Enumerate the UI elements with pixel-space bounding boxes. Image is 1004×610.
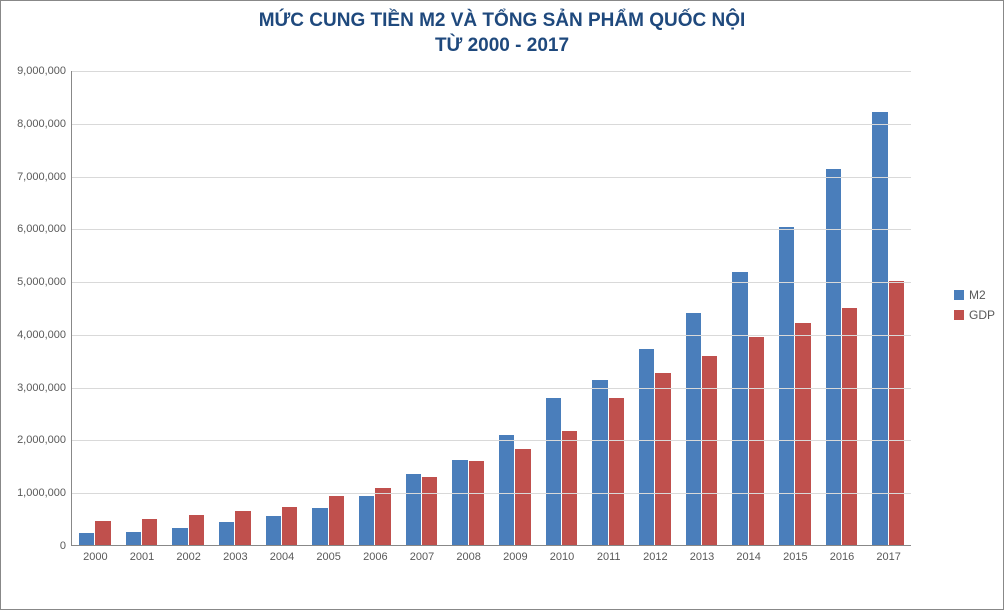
bar-m2: [639, 349, 654, 545]
bars-layer: [72, 71, 911, 545]
x-tick-label: 2014: [736, 545, 760, 563]
bar-gdp: [655, 373, 670, 545]
bar-gdp: [282, 507, 297, 545]
bar-m2: [79, 533, 94, 545]
bar-m2: [312, 508, 327, 545]
chart-title-line2: TỪ 2000 - 2017: [1, 34, 1003, 59]
gridline: [72, 124, 911, 125]
bar-m2: [126, 532, 141, 545]
y-tick-label: 6,000,000: [17, 223, 72, 235]
bar-gdp: [702, 356, 717, 545]
y-tick-label: 5,000,000: [17, 276, 72, 288]
x-tick-label: 2012: [643, 545, 667, 563]
x-tick-label: 2001: [130, 545, 154, 563]
x-tick-label: 2005: [316, 545, 340, 563]
gridline: [72, 282, 911, 283]
x-tick-label: 2010: [550, 545, 574, 563]
bar-m2: [452, 460, 467, 546]
bar-gdp: [235, 511, 250, 545]
bar-m2: [219, 522, 234, 545]
plot-area: 01,000,0002,000,0003,000,0004,000,0005,0…: [71, 71, 911, 546]
gridline: [72, 229, 911, 230]
legend-label: M2: [969, 288, 986, 302]
x-tick-label: 2017: [876, 545, 900, 563]
gridline: [72, 493, 911, 494]
gridline: [72, 440, 911, 441]
bar-gdp: [842, 308, 857, 546]
bar-gdp: [329, 496, 344, 545]
y-tick-label: 0: [60, 540, 72, 552]
x-tick-label: 2004: [270, 545, 294, 563]
y-tick-label: 1,000,000: [17, 487, 72, 499]
bar-m2: [266, 516, 281, 545]
bar-gdp: [609, 398, 624, 545]
legend-swatch: [954, 310, 964, 320]
chart-container: MỨC CUNG TIỀN M2 VÀ TỔNG SẢN PHẨM QUỐC N…: [0, 0, 1004, 610]
y-tick-label: 7,000,000: [17, 171, 72, 183]
bar-gdp: [189, 515, 204, 545]
gridline: [72, 177, 911, 178]
bar-gdp: [142, 519, 157, 545]
bar-m2: [732, 272, 747, 545]
bar-m2: [499, 435, 514, 545]
x-tick-label: 2002: [176, 545, 200, 563]
bar-m2: [779, 227, 794, 545]
bar-gdp: [562, 431, 577, 545]
y-tick-label: 2,000,000: [17, 434, 72, 446]
x-tick-label: 2006: [363, 545, 387, 563]
bar-gdp: [795, 323, 810, 545]
bar-m2: [172, 528, 187, 545]
legend-label: GDP: [969, 308, 995, 322]
bar-m2: [359, 496, 374, 545]
legend-item: M2: [954, 288, 995, 302]
plot-wrapper: 01,000,0002,000,0003,000,0004,000,0005,0…: [71, 71, 911, 571]
y-tick-label: 3,000,000: [17, 382, 72, 394]
bar-gdp: [95, 521, 110, 545]
bar-m2: [826, 169, 841, 545]
bar-gdp: [515, 449, 530, 545]
bar-gdp: [422, 477, 437, 545]
x-tick-label: 2008: [456, 545, 480, 563]
x-tick-label: 2003: [223, 545, 247, 563]
x-tick-label: 2007: [410, 545, 434, 563]
legend-swatch: [954, 290, 964, 300]
x-tick-label: 2009: [503, 545, 527, 563]
bar-gdp: [375, 488, 390, 545]
gridline: [72, 335, 911, 336]
legend: M2 GDP: [954, 282, 995, 328]
bar-m2: [592, 380, 607, 545]
x-tick-label: 2011: [597, 545, 621, 563]
gridline: [72, 388, 911, 389]
y-tick-label: 9,000,000: [17, 65, 72, 77]
legend-item: GDP: [954, 308, 995, 322]
y-tick-label: 4,000,000: [17, 329, 72, 341]
bar-m2: [546, 398, 561, 545]
x-tick-label: 2013: [690, 545, 714, 563]
gridline: [72, 71, 911, 72]
chart-title: MỨC CUNG TIỀN M2 VÀ TỔNG SẢN PHẨM QUỐC N…: [1, 1, 1003, 58]
x-tick-label: 2000: [83, 545, 107, 563]
bar-gdp: [889, 281, 904, 545]
x-tick-label: 2016: [830, 545, 854, 563]
y-tick-label: 8,000,000: [17, 118, 72, 130]
bar-m2: [686, 313, 701, 545]
x-tick-label: 2015: [783, 545, 807, 563]
bar-m2: [406, 474, 421, 545]
bar-gdp: [469, 461, 484, 545]
chart-title-line1: MỨC CUNG TIỀN M2 VÀ TỔNG SẢN PHẨM QUỐC N…: [1, 9, 1003, 34]
